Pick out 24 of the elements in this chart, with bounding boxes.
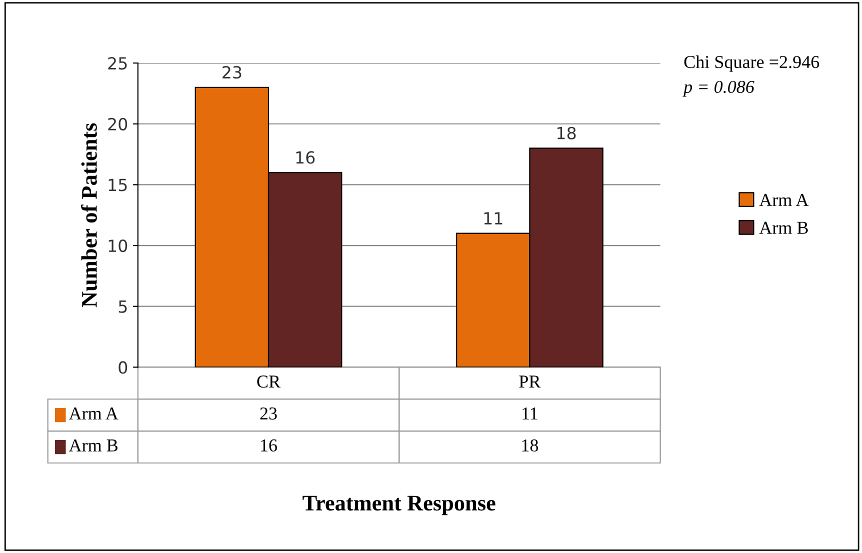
x-axis-title: Treatment Response bbox=[302, 496, 496, 516]
annotation: 11 bbox=[484, 212, 502, 224]
data-label: 23 bbox=[260, 407, 277, 420]
y-tick-label: 10 bbox=[108, 239, 128, 252]
annotation: 18 bbox=[557, 126, 576, 140]
legend-label: Arm A bbox=[68, 408, 118, 420]
legend-label: Arm B bbox=[759, 222, 808, 234]
annotation: 23 bbox=[222, 66, 242, 79]
data-label: 11 bbox=[522, 408, 538, 420]
x-tick-label: CR bbox=[257, 376, 281, 388]
text: Arm A bbox=[759, 194, 809, 206]
y-axis-title: Number of Patients bbox=[81, 123, 97, 308]
y-tick-label: 15 bbox=[108, 178, 127, 192]
y-tick-label: 20 bbox=[108, 118, 128, 130]
text: p = 0.086 bbox=[682, 80, 754, 97]
y-tick-label: 5 bbox=[118, 300, 127, 313]
x-tick-label: PR bbox=[519, 376, 541, 388]
data-label: 16 bbox=[261, 439, 277, 452]
text: Chi Square =2.946 bbox=[684, 55, 820, 72]
y-tick-label: 25 bbox=[108, 57, 127, 70]
annotation: 16 bbox=[296, 151, 315, 164]
text: Arm B bbox=[68, 439, 118, 452]
data-label: 18 bbox=[522, 439, 538, 452]
y-tick-label: 0 bbox=[118, 361, 128, 374]
